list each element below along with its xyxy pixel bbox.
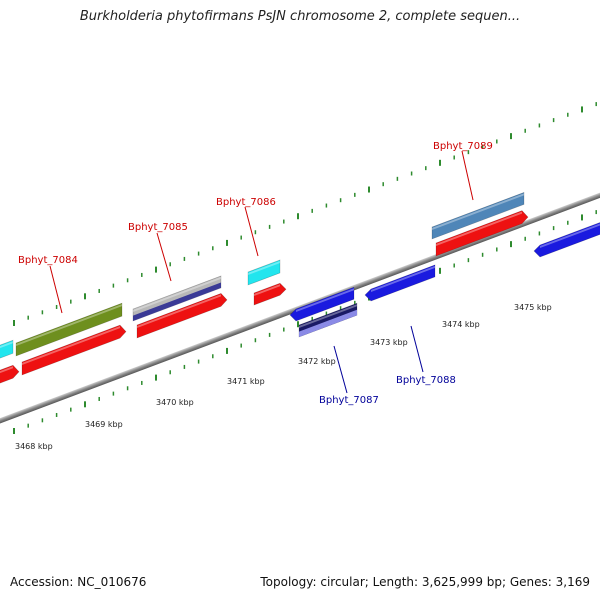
gene-label-bphyt-7089[interactable]: Bphyt_7089	[433, 141, 493, 152]
gene-label-bphyt-7088[interactable]: Bphyt_7088	[396, 375, 456, 386]
feature-steelblue-7089[interactable]	[431, 191, 525, 240]
kbp-label-3475: 3475 kbp	[514, 303, 552, 312]
cds-7086[interactable]	[253, 282, 287, 306]
cds-7086-highlight	[254, 284, 280, 296]
feature-grey-7085-highlight	[133, 276, 221, 312]
gene-label-bphyt-7087[interactable]: Bphyt_7087	[319, 395, 379, 406]
cds-left[interactable]	[0, 364, 20, 385]
feature-cyan-left[interactable]	[0, 339, 14, 360]
feature-olive-7084-highlight	[16, 304, 122, 346]
leader-bphyt-7084	[49, 265, 63, 314]
leader-bphyt-7087	[333, 345, 348, 394]
leader-bphyt-7088	[410, 325, 424, 373]
cds-7085-highlight	[137, 294, 221, 328]
feature-blue-right[interactable]	[533, 219, 600, 258]
feature-cyan-7086-highlight	[248, 260, 280, 275]
kbp-label-3471: 3471 kbp	[227, 377, 265, 386]
feature-cyan-7086[interactable]	[247, 259, 281, 286]
cds-7084[interactable]	[21, 324, 127, 376]
leader-bphyt-7085	[156, 232, 172, 282]
cds-7084-highlight	[22, 326, 120, 365]
feature-navy-7087-stripe	[299, 309, 357, 337]
feature-blue-right-highlight	[540, 223, 600, 248]
feature-navy-7087-highlight	[299, 304, 357, 328]
feature-blue-7088-highlight	[371, 265, 435, 292]
kbp-label-3472: 3472 kbp	[298, 357, 336, 366]
kbp-label-3470: 3470 kbp	[156, 398, 194, 407]
kbp-label-3473: 3473 kbp	[370, 338, 408, 347]
feature-grey-7085-stripe	[133, 282, 221, 321]
feature-blue-7087[interactable]	[289, 286, 355, 322]
accession-text: Accession: NC_010676	[10, 575, 147, 589]
cds-7089-highlight	[436, 211, 522, 246]
cds-left-highlight	[0, 366, 13, 374]
feature-track	[0, 191, 600, 385]
cds-7085[interactable]	[136, 293, 228, 339]
upper-tick-track	[13, 102, 597, 326]
sequence-backbone	[0, 149, 600, 458]
kbp-label-3469: 3469 kbp	[85, 420, 123, 429]
feature-blue-7088[interactable]	[364, 264, 436, 302]
label-leaders	[49, 150, 474, 394]
cds-7089[interactable]	[435, 210, 529, 257]
leader-bphyt-7086	[244, 206, 259, 257]
gene-label-bphyt-7086[interactable]: Bphyt_7086	[216, 197, 276, 208]
feature-cyan-left-highlight	[0, 341, 13, 349]
feature-olive-7084[interactable]	[15, 302, 123, 357]
sequence-summary: Topology: circular; Length: 3,625,999 bp…	[260, 575, 590, 589]
gene-label-bphyt-7085[interactable]: Bphyt_7085	[128, 222, 188, 233]
feature-blue-7087-highlight	[296, 288, 354, 312]
leader-bphyt-7089	[461, 150, 474, 201]
gene-label-bphyt-7084[interactable]: Bphyt_7084	[18, 255, 78, 266]
kbp-label-3468: 3468 kbp	[15, 442, 53, 451]
map-title: Burkholderia phytofirmans PsJN chromosom…	[79, 9, 521, 24]
feature-steelblue-7089-highlight	[432, 193, 524, 230]
kbp-label-3474: 3474 kbp	[442, 320, 480, 329]
